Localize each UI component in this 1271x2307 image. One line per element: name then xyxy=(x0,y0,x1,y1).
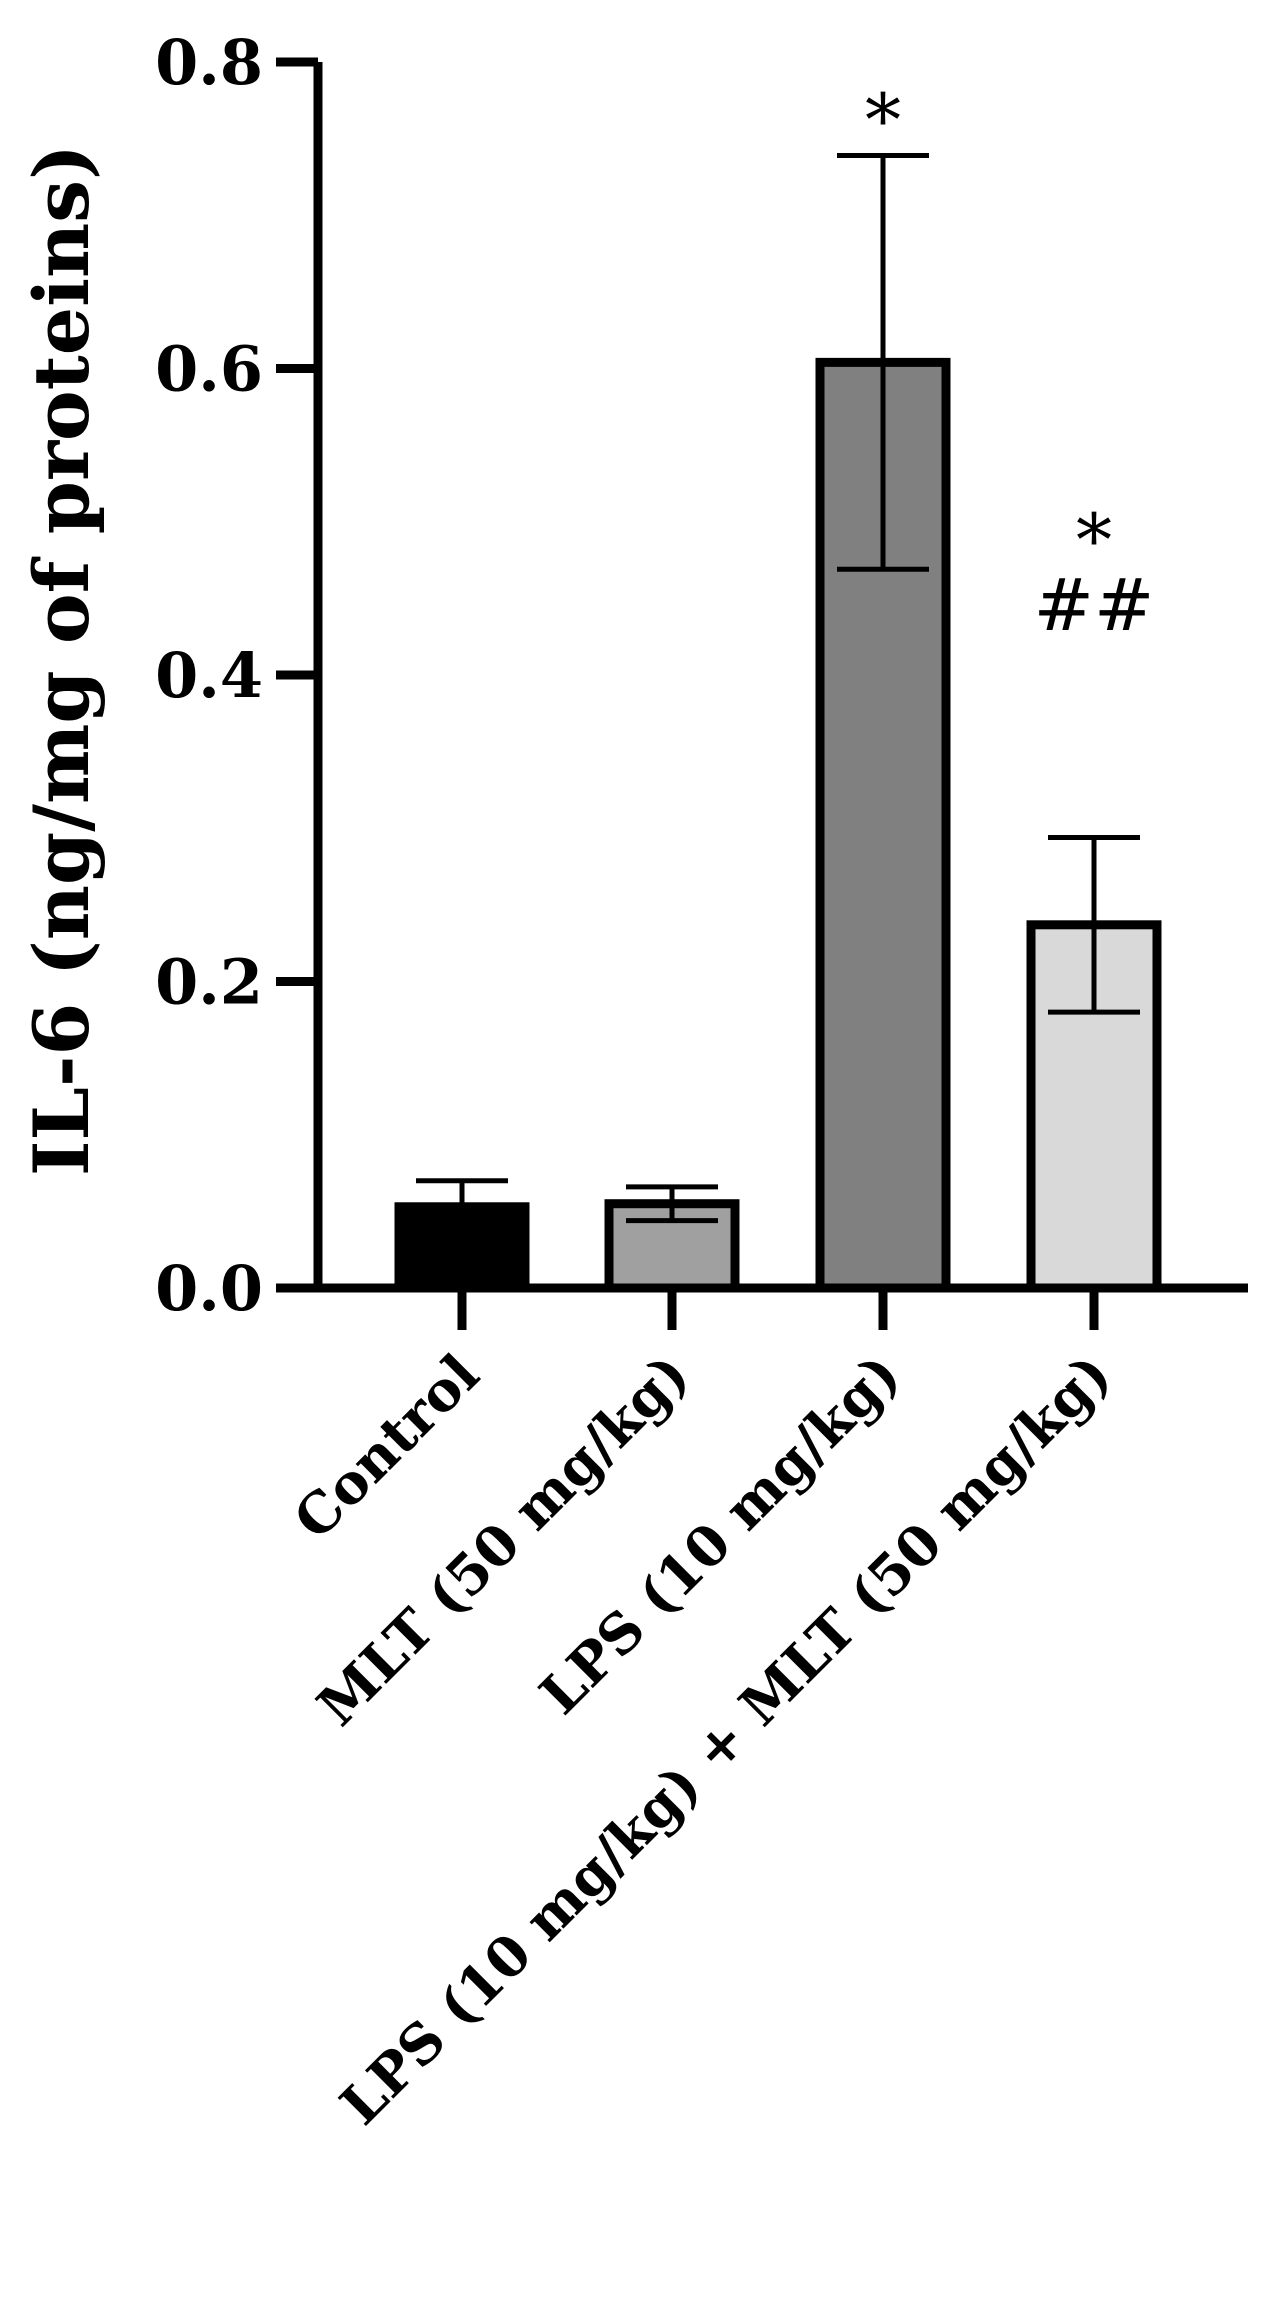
x-tick-label: LPS (10 mg/kg) xyxy=(527,1341,912,1726)
annotations: **## xyxy=(865,78,1154,647)
y-tick-label: 0.8 xyxy=(155,26,263,99)
x-tick-label: Control xyxy=(281,1341,491,1551)
significance-star: * xyxy=(865,78,901,162)
y-tick-label: 0.0 xyxy=(155,1252,263,1325)
error-bars xyxy=(416,152,1140,1236)
y-axis-title: IL-6 (ng/mg of proteins) xyxy=(17,144,106,1176)
y-tick-label: 0.2 xyxy=(155,946,263,1019)
x-tick-label: MLT (50 mg/kg) xyxy=(304,1341,701,1738)
y-tick-label: 0.4 xyxy=(155,639,263,712)
significance-star: * xyxy=(1076,498,1112,582)
significance-hash: ## xyxy=(1034,563,1155,647)
y-tick-label: 0.6 xyxy=(155,333,263,406)
x-tick-label: LPS (10 mg/kg) + MLT (50 mg/kg) xyxy=(327,1341,1123,2137)
y-axis: 0.0 0.2 0.4 0.6 0.8 xyxy=(155,26,323,1325)
bars xyxy=(394,357,1162,1293)
